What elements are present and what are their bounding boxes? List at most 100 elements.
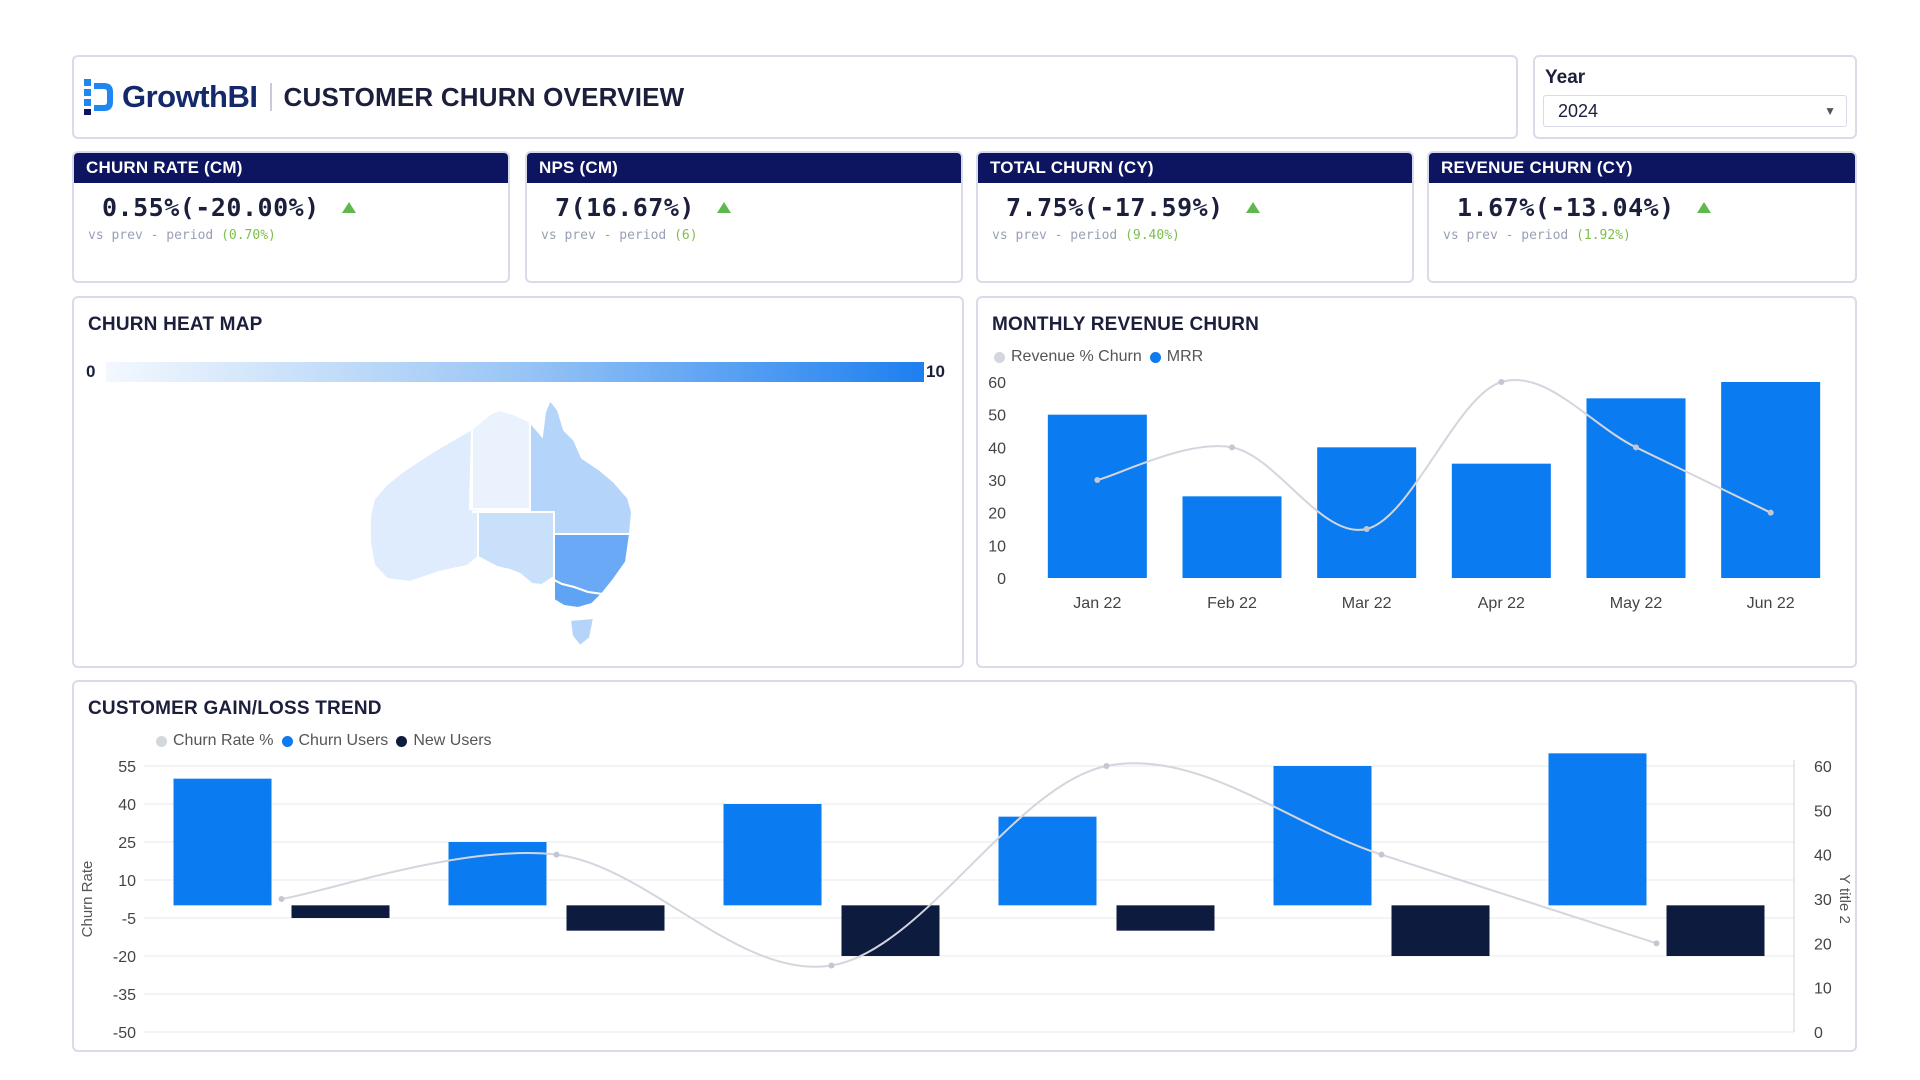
point-churn-rate [1103,763,1110,769]
x-tick-label: Apr 22 [1478,595,1525,612]
y-tick-label: -5 [122,911,136,928]
bar-churn-users [173,778,272,906]
y-axis-title: Churn Rate [79,861,96,938]
bar-churn-users [998,816,1097,906]
kpi-title: CHURN RATE (CM) [74,153,508,183]
map-region-nt[interactable] [471,408,531,510]
x-tick-label: May 24 [1355,1049,1408,1050]
monthly-revenue-churn-panel: MONTHLY REVENUE CHURN Revenue % Churn MR… [976,296,1857,668]
y-tick-label: 20 [988,506,1006,523]
legend-label: New Users [413,732,492,749]
bar-mrr [1451,463,1551,578]
kpi-comparison: vs prev - period (0.70%) [74,222,508,243]
y-tick-label: 40 [988,440,1006,457]
y2-tick-label: 10 [1814,981,1832,998]
brand-name: GrowthBI [122,79,258,114]
bar-new-users [1391,905,1490,956]
bar-new-users [1666,905,1765,956]
heat-scale-max: 10 [926,362,945,381]
legend-label: MRR [1166,348,1204,365]
point-revenue-churn [1094,477,1101,483]
bar-mrr [1047,414,1147,578]
kpi-previous-value: (0.70%) [221,228,276,243]
y-tick-label: 40 [118,797,136,814]
kpi-comparison-label: vs prev - period [1443,228,1569,243]
legend-marker-new-users [396,735,408,747]
y-tick-label: 0 [997,571,1006,588]
map-region-vic[interactable] [553,578,605,610]
y-tick-label: 10 [118,873,136,890]
bar-new-users [841,905,940,956]
growthbi-logo-icon [84,79,113,115]
line-revenue-churn [1097,379,1772,531]
x-tick-label: Jan 22 [1073,595,1121,612]
brand-divider [269,83,272,111]
legend-marker-mrr [1149,351,1161,363]
trend-up-icon [1696,202,1711,213]
map-region-wa[interactable] [369,427,479,584]
y2-tick-label: 30 [1814,892,1832,909]
page-title: CUSTOMER CHURN OVERVIEW [283,81,685,112]
kpi-comparison: vs prev - period (6) [527,222,961,243]
bar-new-users [566,905,665,931]
bar-new-users [291,905,390,918]
x-tick-label: Jun 24 [1632,1049,1680,1050]
kpi-title: NPS (CM) [527,153,961,183]
australia-map [369,398,634,648]
x-tick-label: Mar 24 [807,1049,857,1050]
y2-tick-label: 40 [1814,848,1832,865]
year-filter-label: Year [1545,67,1586,88]
chart-legend: Revenue % Churn MRR [994,348,1203,366]
y-tick-label: 55 [118,759,136,776]
customer-gain-loss-panel: CUSTOMER GAIN/LOSS TREND Churn Rate % Ch… [72,680,1857,1052]
kpi-value: 1.67%(-13.04%) [1457,193,1675,222]
x-tick-label: Mar 22 [1342,595,1392,612]
y-tick-label: 25 [118,835,136,852]
kpi-card-churn-rate: CHURN RATE (CM) 0.55%(-20.00%) vs prev -… [72,151,510,283]
point-revenue-churn [1229,444,1235,451]
map-region-tas[interactable] [568,616,596,648]
kpi-comparison: vs prev - period (9.40%) [978,222,1412,243]
heat-scale-gradient [106,362,924,382]
y2-tick-label: 50 [1814,803,1832,820]
kpi-value: 7(16.67%) [555,193,695,222]
churn-heat-map-panel: CHURN HEAT MAP 0 10 [72,296,964,668]
x-tick-label: Jun 22 [1747,595,1795,612]
panel-title: MONTHLY REVENUE CHURN [992,314,1260,335]
kpi-title: REVENUE CHURN (CY) [1429,153,1855,183]
year-select-value: 2024 [1558,100,1599,121]
x-tick-label: May 22 [1610,595,1663,612]
point-revenue-churn [1767,509,1774,516]
point-churn-rate [1378,851,1385,858]
y-tick-label: 60 [988,375,1006,392]
kpi-card-nps: NPS (CM) 7(16.67%) vs prev - period (6) [525,151,963,283]
y2-tick-label: 20 [1814,936,1832,953]
header-bar: GrowthBI CUSTOMER CHURN OVERVIEW [72,55,1518,139]
legend-label: Churn Rate % [173,732,274,749]
kpi-value: 0.55%(-20.00%) [102,193,320,222]
panel-title: CHURN HEAT MAP [88,314,263,335]
y2-tick-label: 0 [1814,1025,1823,1042]
kpi-card-revenue-churn: REVENUE CHURN (CY) 1.67%(-13.04%) vs pre… [1427,151,1857,283]
kpi-comparison-label: vs prev - period [992,228,1118,243]
chevron-down-icon: ▼ [1824,104,1836,118]
bar-mrr [1317,447,1417,578]
kpi-previous-value: (1.92%) [1576,228,1631,243]
x-tick-label: Apr 24 [1083,1049,1130,1050]
y-tick-label: -50 [113,1025,136,1042]
bar-churn-users [723,804,822,906]
year-select[interactable]: 2024 ▼ [1543,95,1847,127]
kpi-card-total-churn: TOTAL CHURN (CY) 7.75%(-17.59%) vs prev … [976,151,1414,283]
chart-legend: Churn Rate % Churn Users New Users [156,732,492,750]
map-region-sa[interactable] [472,511,555,587]
legend-marker-churn-users [281,735,293,747]
point-revenue-churn [1363,526,1370,532]
y-tick-label: 50 [988,408,1006,425]
y-tick-label: 30 [988,473,1006,490]
y-tick-label: 10 [988,538,1006,555]
point-revenue-churn [1498,379,1505,385]
heat-scale-min: 0 [86,362,96,381]
bar-mrr [1721,382,1821,578]
x-tick-label: Feb 22 [1207,595,1257,612]
legend-label: Revenue % Churn [1011,348,1142,365]
